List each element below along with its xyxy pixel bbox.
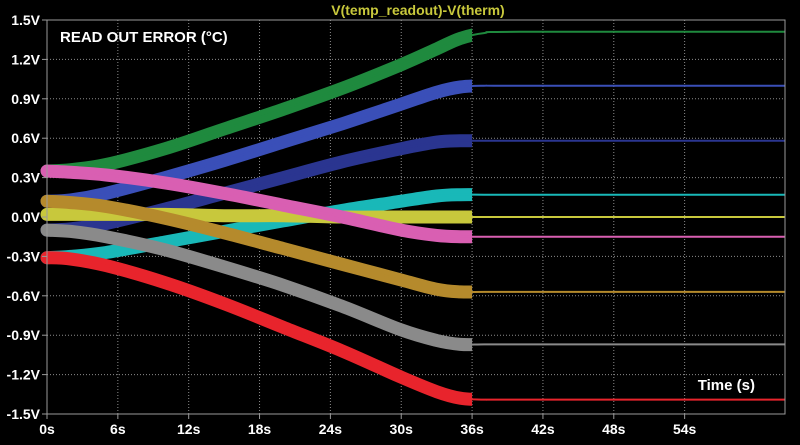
x-tick-label: 18s <box>248 421 272 437</box>
y-tick-label: 1.2V <box>11 51 40 67</box>
x-axis: 0s 6s 12s 18s 24s 30s 36s 42s 48s 54s <box>39 414 697 437</box>
series-line-4 <box>46 193 785 259</box>
y-tick-label: 0.0V <box>11 209 40 225</box>
x-axis-label: Time (s) <box>698 377 755 394</box>
x-tick-label: 6s <box>110 421 126 437</box>
x-tick-label: 42s <box>531 421 555 437</box>
y-tick-label: 0.3V <box>11 170 40 186</box>
series-line-5 <box>46 213 785 219</box>
chart-annotation: READ OUT ERROR (°C) <box>60 29 228 46</box>
chart-title: V(temp_readout)-V(therm) <box>331 2 504 18</box>
x-tick-label: 30s <box>390 421 414 437</box>
x-tick-label: 48s <box>602 421 626 437</box>
y-tick-label: -0.9V <box>7 327 41 343</box>
x-tick-label: 54s <box>673 421 697 437</box>
x-tick-label: 0s <box>39 421 55 437</box>
y-tick-label: -1.5V <box>7 406 41 422</box>
series-line-9 <box>46 256 785 401</box>
y-tick-label: 0.9V <box>11 91 40 107</box>
series-group <box>40 28 786 406</box>
x-tick-label: 12s <box>177 421 201 437</box>
y-tick-label: 0.6V <box>11 130 40 146</box>
series-line-7 <box>46 200 785 294</box>
y-tick-label: -1.2V <box>7 367 41 383</box>
x-tick-label: 36s <box>460 421 484 437</box>
y-tick-label: -0.6V <box>7 288 41 304</box>
y-tick-label: -0.3V <box>7 248 41 264</box>
series-line-8 <box>46 229 785 346</box>
x-tick-label: 24s <box>319 421 343 437</box>
y-tick-label: 1.5V <box>11 12 40 28</box>
y-axis: 1.5V 1.2V 0.9V 0.6V 0.3V 0.0V -0.3V -0.6V -0.9V -… <box>7 12 47 422</box>
series-line-6 <box>46 170 785 238</box>
series-line-1 <box>46 30 786 172</box>
series-line-3 <box>46 139 785 232</box>
series-line-2 <box>46 84 785 203</box>
